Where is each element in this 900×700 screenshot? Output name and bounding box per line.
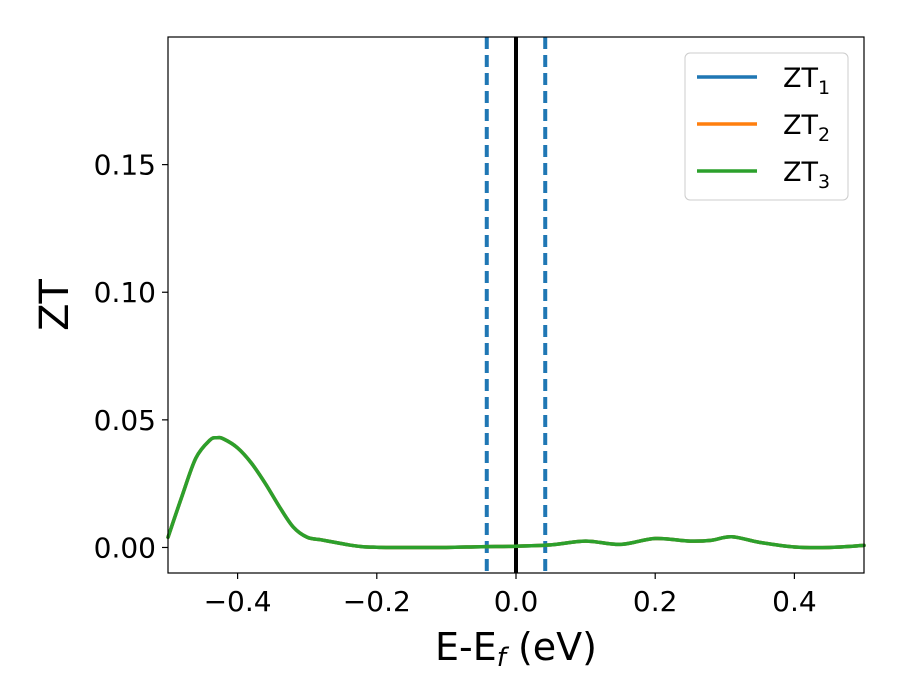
x-axis-label-unit: (eV) — [506, 625, 597, 669]
x-tick-label: −0.2 — [343, 585, 411, 618]
legend-label-zt3: ZT3 — [783, 157, 830, 193]
x-tick-label: 0.2 — [633, 585, 678, 618]
legend-label-zt1: ZT1 — [783, 63, 830, 99]
x-axis-label: E-Ef (eV) — [435, 625, 597, 673]
x-axis-label-main: E-E — [435, 625, 497, 669]
legend-box — [684, 52, 849, 201]
reference-lines — [484, 37, 548, 573]
series-lines — [166, 435, 866, 550]
x-tick-label: 0.0 — [494, 585, 539, 618]
y-axis-ticks: 0.00 0.05 0.10 0.15 — [94, 149, 168, 564]
x-tick-label: −0.4 — [204, 585, 272, 618]
y-axis-label: ZT — [32, 279, 78, 331]
x-axis-ticks: −0.4 −0.2 0.0 0.2 0.4 — [204, 573, 817, 618]
series-line-zt3 — [166, 435, 866, 550]
y-tick-label: 0.00 — [94, 531, 156, 564]
x-tick-label: 0.4 — [772, 585, 817, 618]
y-tick-label: 0.15 — [94, 149, 156, 182]
legend-label-zt2: ZT2 — [783, 110, 830, 146]
legend: ZT1 ZT2 ZT3 — [684, 52, 849, 201]
y-tick-label: 0.10 — [94, 276, 156, 309]
y-tick-label: 0.05 — [94, 404, 156, 437]
